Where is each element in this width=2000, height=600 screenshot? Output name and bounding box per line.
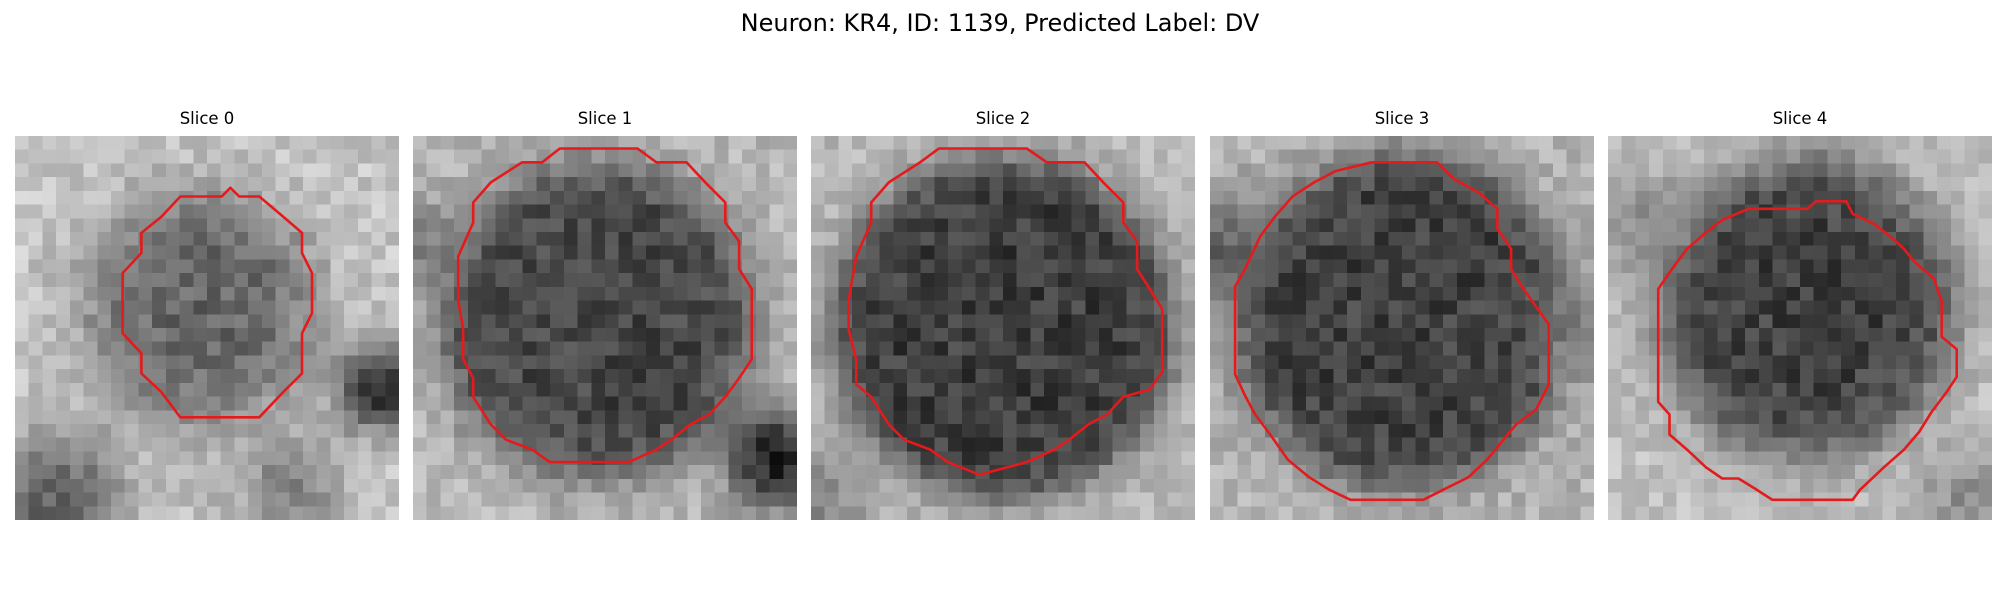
slice-image-canvas-0 — [15, 136, 399, 520]
slice-contour-4 — [1656, 199, 1959, 502]
slice-image-0 — [15, 136, 399, 520]
slice-contour-svg-0 — [121, 186, 314, 419]
slice-contour-1 — [456, 147, 754, 464]
slice-panel-0: Slice 0 — [15, 108, 399, 520]
slice-contour-svg-1 — [456, 147, 754, 464]
slice-contour-2 — [847, 147, 1164, 477]
slice-image-canvas-3 — [1210, 136, 1594, 520]
figure-title: Neuron: KR4, ID: 1139, Predicted Label: … — [740, 9, 1260, 37]
slice-image-canvas-4 — [1608, 136, 1992, 520]
slice-panel-4: Slice 4 — [1608, 108, 1992, 520]
slice-title-1: Slice 1 — [577, 109, 633, 128]
slice-panel-1: Slice 1 — [413, 108, 797, 520]
slice-contour-svg-2 — [847, 147, 1164, 477]
slice-panel-3: Slice 3 — [1210, 108, 1594, 520]
slice-image-3 — [1210, 136, 1594, 520]
slice-contour-0 — [121, 186, 314, 419]
slice-contour-3 — [1233, 160, 1551, 502]
slice-contour-svg-3 — [1233, 160, 1551, 502]
slice-title-0: Slice 0 — [179, 109, 235, 128]
slice-contour-svg-4 — [1656, 199, 1959, 502]
slice-panel-2: Slice 2 — [811, 108, 1195, 520]
slice-image-1 — [413, 136, 797, 520]
slice-title-2: Slice 2 — [975, 109, 1031, 128]
slice-title-3: Slice 3 — [1374, 109, 1430, 128]
slice-title-4: Slice 4 — [1772, 109, 1828, 128]
slice-image-2 — [811, 136, 1195, 520]
slice-image-4 — [1608, 136, 1992, 520]
